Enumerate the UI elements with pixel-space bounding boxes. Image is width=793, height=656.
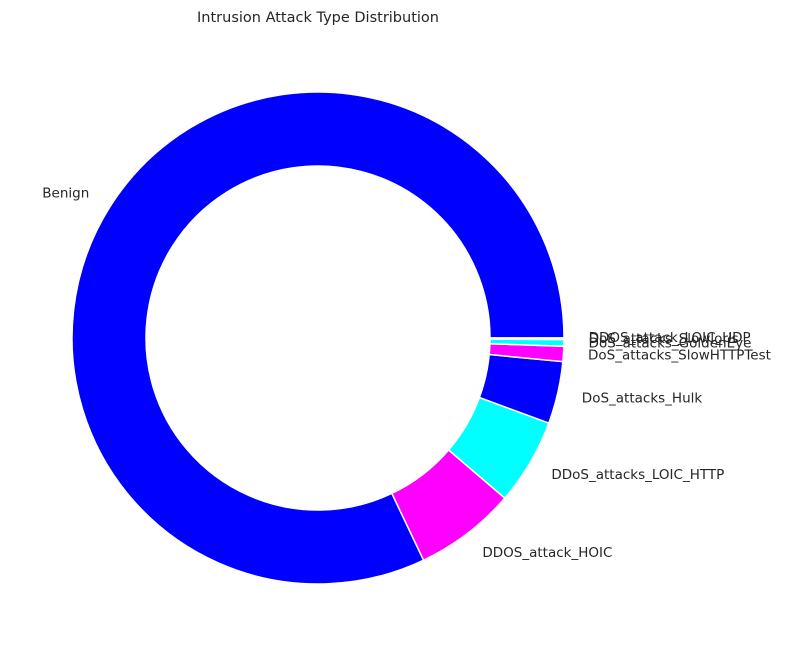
slice-label-dos-attacks-hulk: DoS_attacks_Hulk [582, 390, 703, 406]
slice-label-ddos-attack-loic-udp: DDOS_attack_LOIC_UDP [589, 330, 751, 346]
slice-label-benign: Benign [42, 185, 89, 201]
slice-labels: Benign DDOS_attack_HOIC DDoS_attacks_LOIC_… [42, 185, 771, 561]
slice-label-dos-attacks-goldeneye: DoS_attacks_GoldenEye [589, 335, 752, 351]
donut-slice-benign [71, 91, 565, 585]
slice-label-dos-attacks-slowhttptest: DoS_attacks_SlowHTTPTest [588, 348, 771, 364]
slice-label-dos-attacks-slowloris: DoS_attacks_Slowloris [589, 331, 739, 347]
slice-label-ddos-attacks-loic-http: DDoS_attacks_LOIC_HTTP [551, 467, 724, 483]
slice-label-ddos-attack-hoic: DDOS_attack_HOIC [482, 545, 612, 561]
chart-title: Intrusion Attack Type Distribution [197, 10, 439, 26]
donut-slices [71, 91, 565, 585]
